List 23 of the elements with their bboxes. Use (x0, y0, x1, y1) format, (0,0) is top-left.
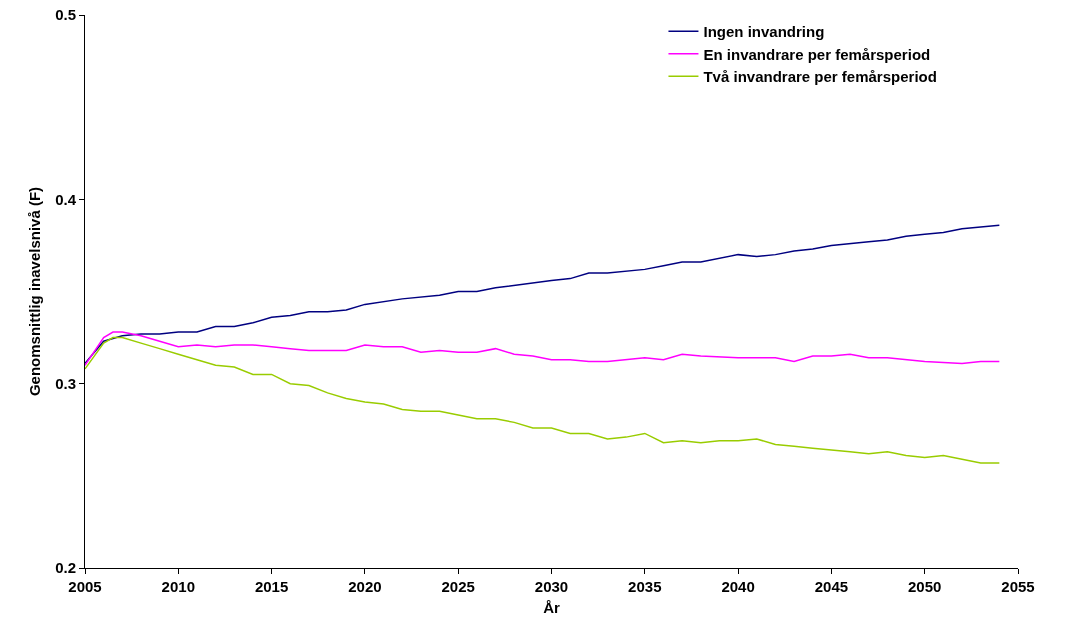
x-tick-label: 2010 (161, 578, 195, 595)
x-tick-label: 2030 (534, 578, 569, 595)
legend-label: En invandrare per femårsperiod (703, 45, 931, 63)
y-tick-label: 0.2 (55, 559, 76, 577)
line-series (85, 224, 1001, 365)
x-tick-label: 2045 (814, 578, 849, 595)
legend-label: Ingen invandring (703, 23, 825, 41)
y-axis-title: Genomsnittlig inavelsnivå (F) (26, 186, 44, 397)
y-tick-label: 0.3 (55, 374, 76, 392)
x-tick-label: 2055 (1001, 578, 1035, 595)
x-tick-label: 2005 (68, 578, 102, 595)
x-tick-label: 2040 (721, 578, 755, 595)
x-tick-label: 2035 (628, 578, 662, 595)
x-axis-title: År (543, 599, 560, 616)
y-tick-label: 0.4 (55, 190, 77, 208)
x-tick-label: 2025 (441, 578, 475, 595)
x-tick-label: 2020 (348, 578, 382, 595)
legend-label: Två invandrare per femårsperiod (703, 68, 937, 86)
line-series (85, 336, 1001, 464)
x-tick-label: 2015 (254, 578, 289, 595)
x-tick-label: 2050 (908, 578, 942, 595)
y-tick-label: 0.5 (55, 6, 76, 24)
line-series (85, 331, 1001, 366)
